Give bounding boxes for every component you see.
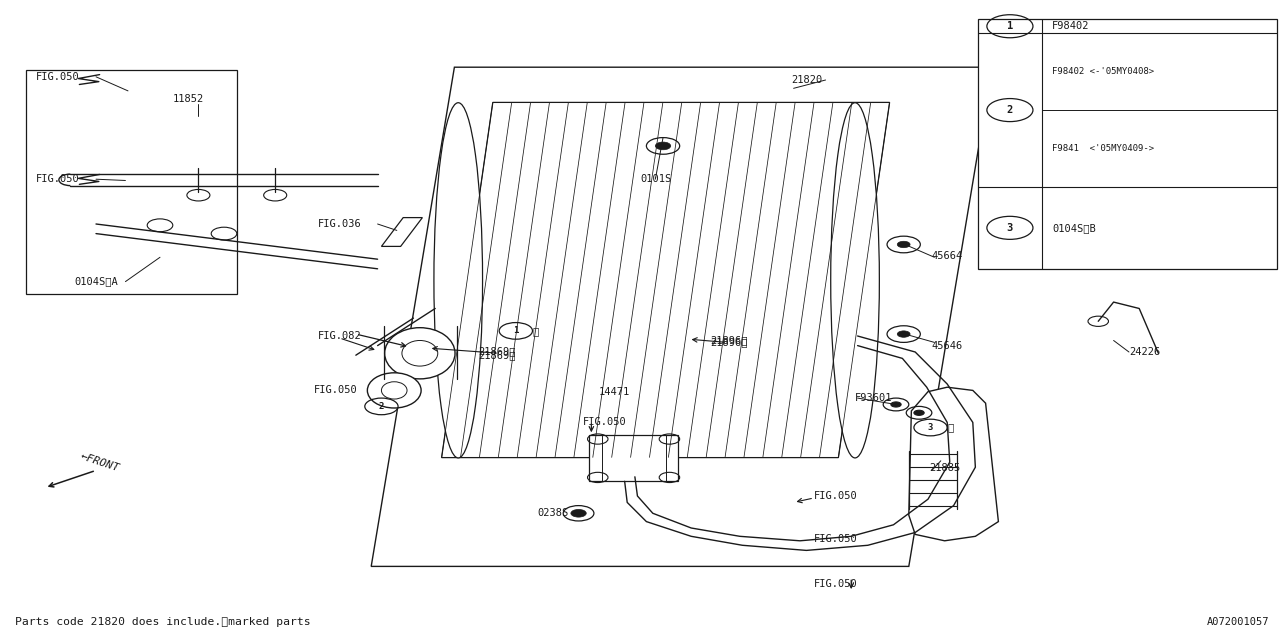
Text: 21869※: 21869※	[479, 346, 516, 356]
Text: FIG.050: FIG.050	[814, 534, 858, 544]
Text: 1: 1	[513, 326, 518, 335]
Polygon shape	[371, 67, 992, 566]
Circle shape	[914, 410, 924, 415]
Text: 21896※: 21896※	[710, 335, 748, 346]
Text: ※: ※	[532, 326, 539, 336]
Text: 45646: 45646	[932, 340, 963, 351]
Text: 21885: 21885	[929, 463, 960, 474]
Text: FIG.082: FIG.082	[317, 331, 361, 341]
Text: 2: 2	[1007, 105, 1012, 115]
Polygon shape	[909, 387, 998, 541]
Text: 2: 2	[379, 402, 384, 411]
Ellipse shape	[367, 372, 421, 408]
Text: FIG.050: FIG.050	[36, 174, 79, 184]
Text: ※: ※	[947, 422, 954, 433]
Polygon shape	[442, 102, 890, 458]
Polygon shape	[381, 218, 422, 246]
Text: 1: 1	[1007, 21, 1012, 31]
Ellipse shape	[831, 102, 879, 458]
Text: FIG.050: FIG.050	[814, 579, 858, 589]
Text: 21869※: 21869※	[479, 350, 516, 360]
Text: 24226: 24226	[1129, 347, 1160, 357]
Circle shape	[655, 142, 671, 150]
Text: 0238S: 0238S	[538, 508, 568, 518]
Ellipse shape	[434, 102, 483, 458]
Polygon shape	[589, 435, 678, 481]
Text: F98402 <-'05MY0408>: F98402 <-'05MY0408>	[1052, 67, 1155, 76]
Ellipse shape	[385, 328, 456, 379]
Text: 11852: 11852	[173, 94, 204, 104]
Text: 21820: 21820	[791, 75, 822, 85]
Text: 3: 3	[928, 423, 933, 432]
Circle shape	[897, 331, 910, 337]
Text: FIG.050: FIG.050	[36, 72, 79, 82]
Text: Parts code 21820 does include.※marked parts: Parts code 21820 does include.※marked pa…	[15, 617, 311, 627]
Text: 45664: 45664	[932, 251, 963, 261]
Text: F9841  <'05MY0409->: F9841 <'05MY0409->	[1052, 144, 1155, 153]
Text: ←FRONT: ←FRONT	[79, 451, 122, 473]
Text: FIG.050: FIG.050	[582, 417, 626, 428]
Circle shape	[897, 241, 910, 248]
Text: F98402: F98402	[1052, 21, 1089, 31]
Text: 0101S: 0101S	[640, 174, 671, 184]
Text: A072001057: A072001057	[1207, 617, 1270, 627]
Text: 0104S※B: 0104S※B	[1052, 223, 1096, 233]
Text: F93601: F93601	[855, 393, 892, 403]
Text: 0104S※A: 0104S※A	[74, 276, 118, 287]
Text: FIG.050: FIG.050	[814, 491, 858, 501]
Circle shape	[891, 402, 901, 407]
Circle shape	[571, 509, 586, 517]
Text: 21896※: 21896※	[710, 337, 748, 348]
Text: 3: 3	[1007, 223, 1012, 233]
Text: FIG.050: FIG.050	[314, 385, 357, 396]
Text: 14471: 14471	[599, 387, 630, 397]
Text: FIG.036: FIG.036	[317, 219, 361, 229]
Bar	[978, 19, 1277, 269]
